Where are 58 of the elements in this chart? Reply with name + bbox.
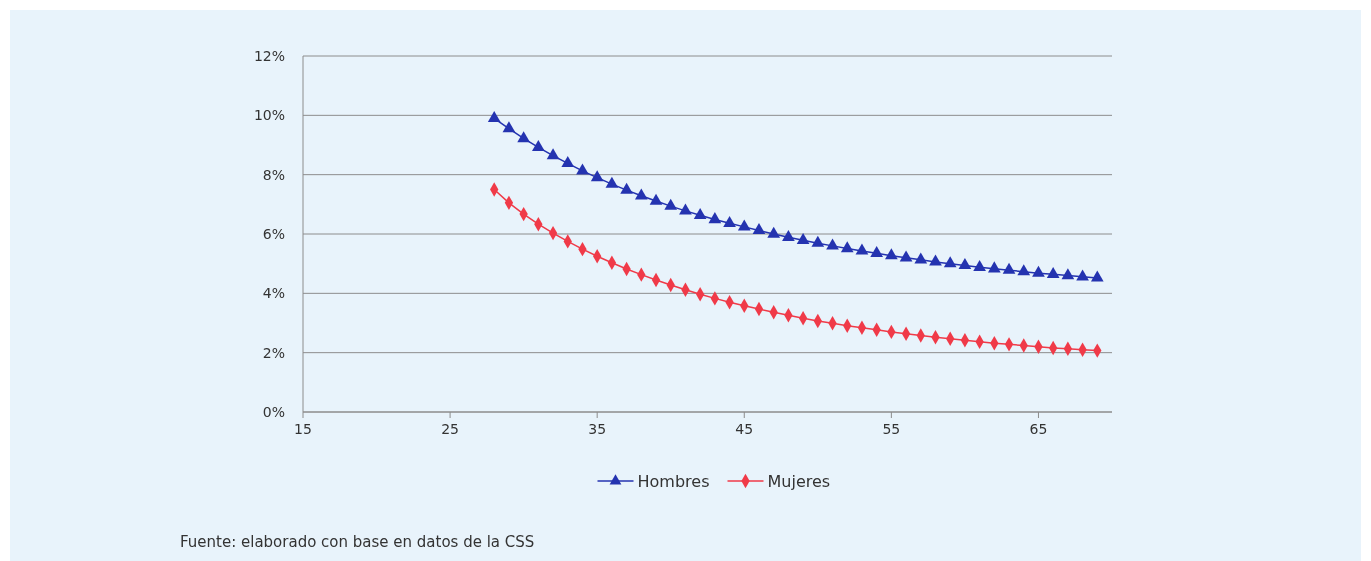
point [752, 223, 766, 235]
point [929, 254, 942, 266]
point [605, 176, 619, 188]
x-tick-label: 55 [882, 421, 901, 437]
source-note: Fuente: elaborado con base en datos de la CSS [180, 533, 535, 551]
point [796, 232, 810, 244]
point [1061, 268, 1075, 280]
point [531, 140, 545, 152]
point [973, 259, 986, 271]
point [1090, 270, 1104, 282]
y-tick-label: 12% [253, 48, 285, 64]
point [502, 121, 516, 133]
x-tick-label: 45 [735, 421, 754, 437]
point [546, 148, 560, 160]
point [885, 248, 898, 260]
point [487, 110, 501, 122]
point [723, 215, 736, 227]
y-tick-label: 8% [262, 166, 285, 183]
point [664, 198, 678, 210]
point [826, 238, 839, 250]
point [870, 245, 884, 257]
y-tick-label: 4% [262, 285, 285, 302]
point [914, 252, 928, 264]
point [561, 156, 575, 168]
point [649, 193, 663, 205]
legend-label: Mujeres [767, 472, 831, 491]
point [620, 182, 633, 194]
point [693, 207, 707, 219]
point [840, 241, 854, 253]
y-tick-label: 10% [253, 107, 285, 124]
point [811, 235, 825, 247]
point [855, 243, 869, 255]
point [767, 226, 781, 238]
point [1017, 264, 1031, 276]
point [576, 163, 589, 175]
y-tick-label: 2% [262, 344, 285, 361]
point [987, 261, 1001, 273]
point [958, 258, 972, 270]
point [1076, 269, 1089, 281]
point [679, 203, 692, 215]
point [708, 212, 722, 224]
point [517, 131, 530, 143]
y-tick-label: 6% [262, 226, 285, 242]
y-tick-label: 0% [262, 404, 285, 420]
point [782, 229, 795, 241]
point [737, 219, 751, 231]
legend-label: Hombres [637, 472, 710, 491]
x-tick-label: 25 [441, 421, 459, 437]
point [1002, 262, 1016, 274]
x-tick-label: 15 [294, 421, 312, 437]
point [590, 170, 604, 182]
x-tick-label: 35 [588, 421, 607, 437]
point [1032, 265, 1045, 277]
point [943, 256, 957, 268]
point [1046, 267, 1060, 279]
point [634, 188, 648, 200]
x-tick-label: 65 [1029, 421, 1048, 437]
point [899, 250, 913, 262]
